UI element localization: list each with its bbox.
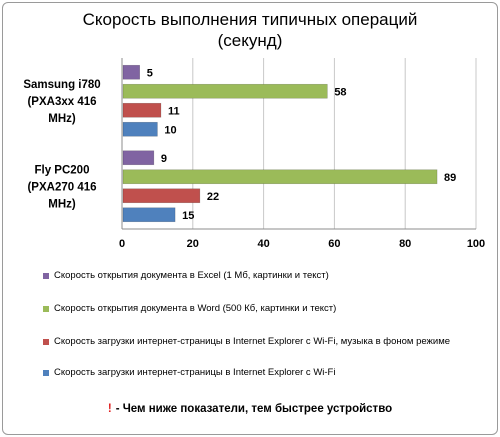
legend-label-excel: Скорость открытия документа в Excel (1 М… xyxy=(54,270,329,281)
category-label-0-line-0: Samsung i780 xyxy=(23,79,100,91)
bar-0-1 xyxy=(122,83,328,99)
x-tick-label-20: 20 xyxy=(187,238,199,250)
data-label-1-3: 15 xyxy=(182,210,194,222)
legend-swatch-web xyxy=(43,370,49,376)
data-label-1-1: 89 xyxy=(444,172,456,184)
category-label-0-line-2: MHz) xyxy=(48,113,76,125)
bar-0-3 xyxy=(122,121,158,137)
legend-item-word: Скорость открытия документа в Word (500 … xyxy=(43,303,336,315)
legend-item-web: Скорость загрузки интернет-страницы в In… xyxy=(43,367,335,379)
category-label-1-line-2: MHz) xyxy=(48,198,76,210)
data-label-1-2: 22 xyxy=(207,191,219,203)
bar-0-0 xyxy=(122,64,141,80)
legend-item-excel: Скорость открытия документа в Excel (1 М… xyxy=(43,270,329,282)
bar-1-3 xyxy=(122,207,176,223)
legend-label-web-music: Скорость загрузки интернет-страницы в In… xyxy=(54,336,451,347)
footnote: ! - Чем ниже показатели, тем быстрее устр… xyxy=(0,403,500,415)
chart-title-line-1: Скорость выполнения типичных операций xyxy=(82,10,418,29)
data-label-0-2: 11 xyxy=(168,105,180,117)
x-tick-label-80: 80 xyxy=(399,238,411,250)
legend-swatch-web-music xyxy=(43,339,49,345)
x-tick-label-60: 60 xyxy=(328,238,340,250)
category-label-0-line-1: (PXA3xx 416 xyxy=(27,96,96,108)
footnote-text: - Чем ниже показатели, тем быстрее устро… xyxy=(115,403,393,415)
category-label-1-line-1: (PXA270 416 xyxy=(27,181,96,193)
legend-swatch-excel xyxy=(43,273,49,279)
category-label-1-line-0: Fly PC200 xyxy=(35,164,90,176)
legend-label-web: Скорость загрузки интернет-страницы в In… xyxy=(54,367,336,378)
bar-0-2 xyxy=(122,102,162,118)
data-label-1-0: 9 xyxy=(161,153,167,165)
data-label-0-0: 5 xyxy=(147,67,153,79)
x-tick-label-100: 100 xyxy=(467,238,485,250)
x-tick-label-0: 0 xyxy=(119,238,125,250)
x-tick-label-40: 40 xyxy=(257,238,269,250)
chart-title-line-2: (секунд) xyxy=(217,31,283,50)
bar-1-0 xyxy=(122,150,155,166)
data-label-0-3: 10 xyxy=(164,124,176,136)
legend-label-word: Скорость открытия документа в Word (500 … xyxy=(54,303,337,314)
exclamation-mark: ! xyxy=(107,403,112,415)
bar-1-2 xyxy=(122,188,201,204)
data-label-0-1: 58 xyxy=(334,86,346,98)
legend-swatch-word xyxy=(43,306,49,312)
chart-title: Скорость выполнения типичных операций (с… xyxy=(0,9,500,51)
bar-1-1 xyxy=(122,169,438,185)
legend-item-web-music: Скорость загрузки интернет-страницы в In… xyxy=(43,336,493,348)
